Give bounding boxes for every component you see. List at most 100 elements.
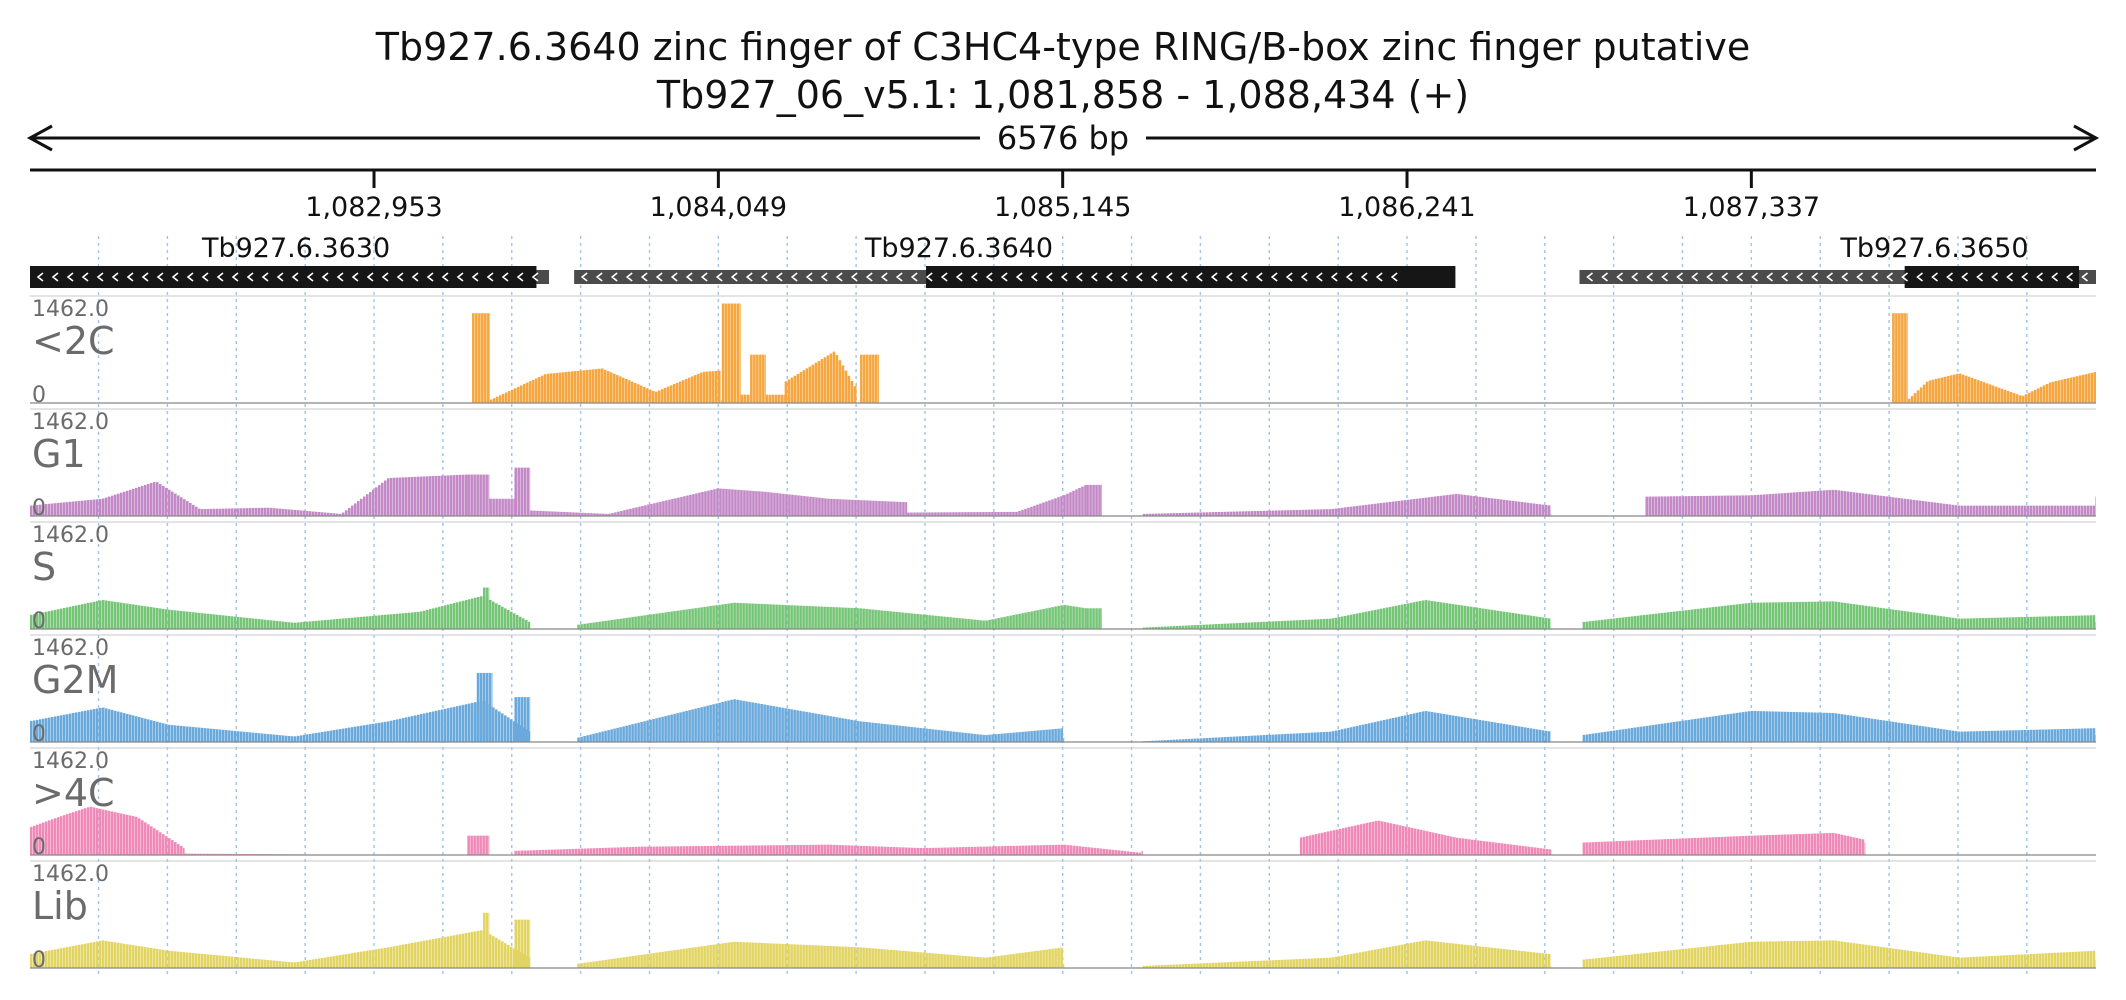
coverage-bar	[1912, 951, 1916, 968]
coverage-bar	[333, 619, 336, 629]
coverage-bar	[2077, 951, 2081, 968]
coverage-bar	[405, 477, 408, 516]
coverage-bar	[799, 605, 802, 629]
coverage-bar	[1918, 725, 1922, 742]
coverage-bar	[1657, 724, 1661, 742]
coverage-bar	[1726, 714, 1730, 742]
coverage-bar	[1229, 962, 1233, 968]
coverage-bar	[842, 499, 845, 516]
coverage-bar	[625, 847, 629, 855]
coverage-bar	[1223, 511, 1227, 516]
coverage-bar	[1338, 828, 1342, 855]
coverage-bar	[2029, 616, 2033, 629]
coverage-bar	[1466, 717, 1470, 742]
coverage-bar	[654, 391, 658, 403]
coverage-bar	[45, 821, 48, 855]
coverage-bar	[1472, 607, 1476, 629]
coverage-bar	[2056, 729, 2060, 742]
coverage-bar	[51, 610, 54, 629]
coverage-bar	[1006, 511, 1009, 516]
coverage-bar	[748, 942, 751, 968]
coverage-bar	[850, 719, 853, 742]
coverage-bar	[516, 386, 520, 403]
coverage-bar	[748, 603, 751, 629]
coverage-bar	[1876, 607, 1880, 629]
coverage-bar	[875, 354, 878, 403]
coverage-bar	[315, 732, 318, 742]
coverage-bar	[592, 733, 595, 742]
coverage-bar	[1367, 723, 1371, 742]
coverage-bar	[1361, 951, 1365, 968]
coverage-bar	[168, 489, 171, 516]
coverage-bar	[479, 474, 482, 516]
coverage-bar	[1961, 374, 1965, 403]
coverage-bar	[651, 390, 655, 403]
coverage-bar	[159, 832, 162, 855]
coverage-bar	[1783, 602, 1787, 629]
coverage-bar	[847, 375, 851, 403]
coverage-bar	[1630, 727, 1634, 742]
coverage-bar	[2083, 615, 2087, 629]
coverage-bar	[1771, 834, 1775, 855]
coverage-bar	[1424, 711, 1428, 742]
coverage-bar	[432, 608, 435, 629]
coverage-bar	[901, 950, 904, 968]
coverage-bar	[1852, 837, 1856, 855]
coverage-bar	[1639, 840, 1643, 855]
coverage-bar	[808, 606, 811, 629]
coverage-bar	[1822, 490, 1826, 516]
coverage-bar	[1816, 490, 1820, 516]
coverage-bar	[1768, 941, 1772, 968]
coverage-bar	[1409, 714, 1413, 742]
coverage-bar	[860, 354, 863, 403]
coverage-bar	[282, 961, 285, 968]
coverage-bar	[1960, 618, 1964, 629]
coverage-bar	[1984, 730, 1988, 742]
coverage-bar	[105, 940, 108, 968]
gene-cds	[926, 266, 1456, 288]
coverage-bar	[1379, 608, 1383, 629]
coverage-bar	[1316, 619, 1320, 629]
coverage-bar	[1606, 956, 1610, 968]
coverage-bar	[477, 930, 480, 968]
coverage-bar	[72, 812, 75, 855]
coverage-bar	[1957, 731, 1961, 742]
coverage-bar	[820, 844, 824, 855]
coverage-bar	[1514, 613, 1518, 629]
coverage-bar	[1934, 378, 1938, 403]
coverage-bar	[1042, 608, 1045, 629]
coverage-bar	[653, 503, 656, 516]
coverage-bar	[117, 711, 120, 742]
coverage-bar	[1012, 953, 1015, 968]
coverage-bar	[1744, 942, 1748, 968]
coverage-bar	[2092, 615, 2096, 629]
coverage-bar	[174, 493, 177, 516]
coverage-bar	[1654, 496, 1658, 516]
coverage-bar	[207, 508, 210, 516]
coverage-bar	[2081, 374, 2085, 403]
coverage-bar	[1843, 835, 1847, 855]
coverage-bar	[1909, 499, 1913, 516]
coverage-bar	[700, 707, 703, 742]
coverage-bar	[336, 729, 339, 742]
coverage-bar	[704, 491, 707, 516]
coverage-bar	[114, 812, 117, 855]
coverage-bar	[892, 724, 895, 742]
coverage-bar	[925, 847, 929, 855]
coverage-bar	[471, 702, 474, 742]
coverage-bar	[108, 496, 111, 516]
coverage-bar	[577, 737, 580, 742]
coverage-bar	[1451, 715, 1455, 742]
coverage-bar	[174, 725, 177, 742]
coverage-bar	[1075, 489, 1078, 516]
coverage-bar	[1984, 617, 1988, 629]
coverage-bar	[727, 700, 730, 742]
coverage-bar	[1262, 621, 1266, 629]
coverage-bar	[606, 371, 610, 403]
coverage-bar	[1427, 497, 1431, 516]
coverage-bar	[234, 730, 237, 742]
coverage-bar	[1388, 501, 1392, 516]
coverage-bar	[402, 613, 405, 629]
coverage-bar	[360, 616, 363, 629]
coverage-bar	[685, 609, 688, 629]
